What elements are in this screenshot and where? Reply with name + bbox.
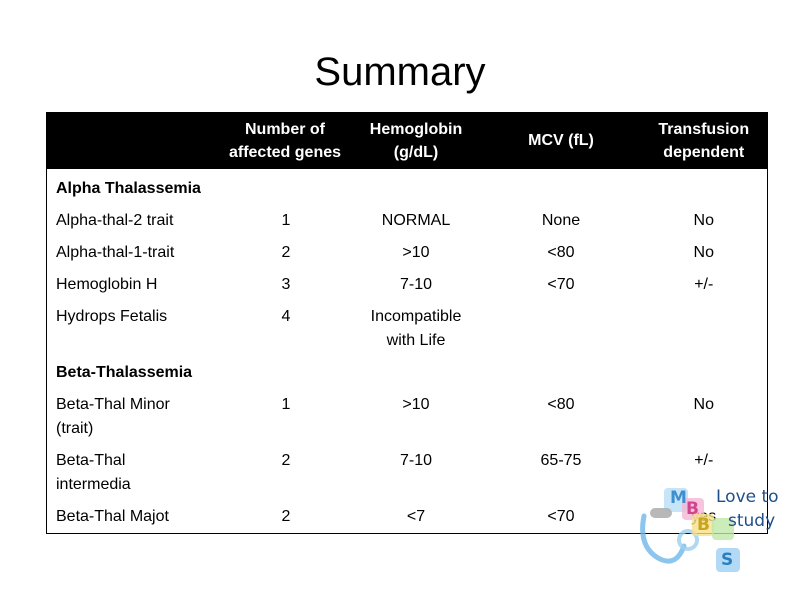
header-genes: Number of affected genes: [228, 120, 342, 161]
cell-transfusion: +/-: [694, 452, 714, 469]
cell-condition: Beta-Thal Minor (trait): [56, 396, 170, 437]
cell-mcv: None: [541, 212, 581, 229]
section-row: Alpha Thalassemia: [47, 169, 768, 205]
cell-genes: 2: [281, 244, 291, 261]
table-row: Hemoglobin H 3 7-10 <70 +/-: [47, 269, 768, 301]
cell-mcv: <70: [547, 276, 575, 293]
section-row: Beta-Thalassemia: [47, 357, 768, 389]
cell-genes: 4: [281, 308, 291, 325]
table-row: Beta-Thal intermedia 2 7-10 65-75 +/-: [47, 445, 768, 501]
cell-hemoglobin: 7-10: [399, 452, 433, 469]
cell-genes: 3: [281, 276, 291, 293]
cell-mcv: <80: [547, 244, 575, 261]
cell-condition: Hemoglobin H: [56, 276, 158, 293]
cell-mcv: <70: [547, 508, 575, 525]
table-row: Alpha-thal-2 trait 1 NORMAL None No: [47, 205, 768, 237]
table-row: Alpha-thal-1-trait 2 >10 <80 No: [47, 237, 768, 269]
table-row: Hydrops Fetalis 4 Incompatible with Life: [47, 301, 768, 357]
cell-condition: Beta-Thal intermedia: [56, 452, 131, 493]
header-condition: [47, 112, 222, 169]
cell-mcv: [482, 301, 641, 357]
cell-hemoglobin: <7: [406, 508, 426, 525]
section-label: Beta-Thalassemia: [56, 364, 193, 381]
watermark-text-line1: Love to: [716, 487, 779, 507]
cell-transfusion: No: [693, 244, 714, 261]
cell-transfusion: No: [693, 396, 714, 413]
cell-genes: 2: [281, 452, 291, 469]
cell-hemoglobin: >10: [402, 396, 430, 413]
cell-genes: 2: [281, 508, 291, 525]
cell-hemoglobin: 7-10: [399, 276, 433, 293]
table-row: Beta-Thal Minor (trait) 1 >10 <80 No: [47, 389, 768, 445]
cell-condition: Alpha-thal-2 trait: [56, 212, 174, 229]
cell-mcv: 65-75: [540, 452, 582, 469]
cell-hemoglobin: >10: [402, 244, 430, 261]
table-row: Beta-Thal Majot 2 <7 <70 yes: [47, 501, 768, 534]
cell-condition: Alpha-thal-1-trait: [56, 244, 175, 261]
section-label: Alpha Thalassemia: [56, 180, 201, 197]
watermark-letter-s: S: [721, 550, 734, 570]
header-hemoglobin: Hemoglobin (g/dL): [369, 120, 463, 161]
cell-hemoglobin: NORMAL: [381, 212, 451, 229]
thalassemia-summary-table: Number of affected genes Hemoglobin (g/d…: [46, 112, 768, 534]
cell-mcv: <80: [547, 396, 575, 413]
cell-hemoglobin: Incompatible with Life: [370, 308, 462, 349]
cell-genes: 1: [281, 396, 291, 413]
cell-transfusion: [641, 301, 768, 357]
stethoscope-logo-icon: [640, 488, 740, 572]
cell-condition: Beta-Thal Majot: [56, 508, 169, 525]
cell-transfusion: No: [693, 212, 714, 229]
watermark-letter-b2: B: [697, 515, 710, 535]
cell-transfusion: +/-: [694, 276, 714, 293]
cell-condition: Hydrops Fetalis: [56, 308, 168, 325]
table-header-row: Number of affected genes Hemoglobin (g/d…: [46, 112, 768, 169]
cell-genes: 1: [281, 212, 291, 229]
slide-title: Summary: [314, 50, 486, 94]
header-mcv: MCV (fL): [528, 132, 594, 149]
header-transfusion: Transfusion dependent: [658, 120, 750, 161]
watermark-logo: M B B S Love to study: [636, 486, 796, 586]
watermark-letter-b: B: [686, 499, 699, 519]
watermark-text-line2: study: [728, 511, 776, 531]
watermark-letter-m: M: [670, 488, 687, 508]
